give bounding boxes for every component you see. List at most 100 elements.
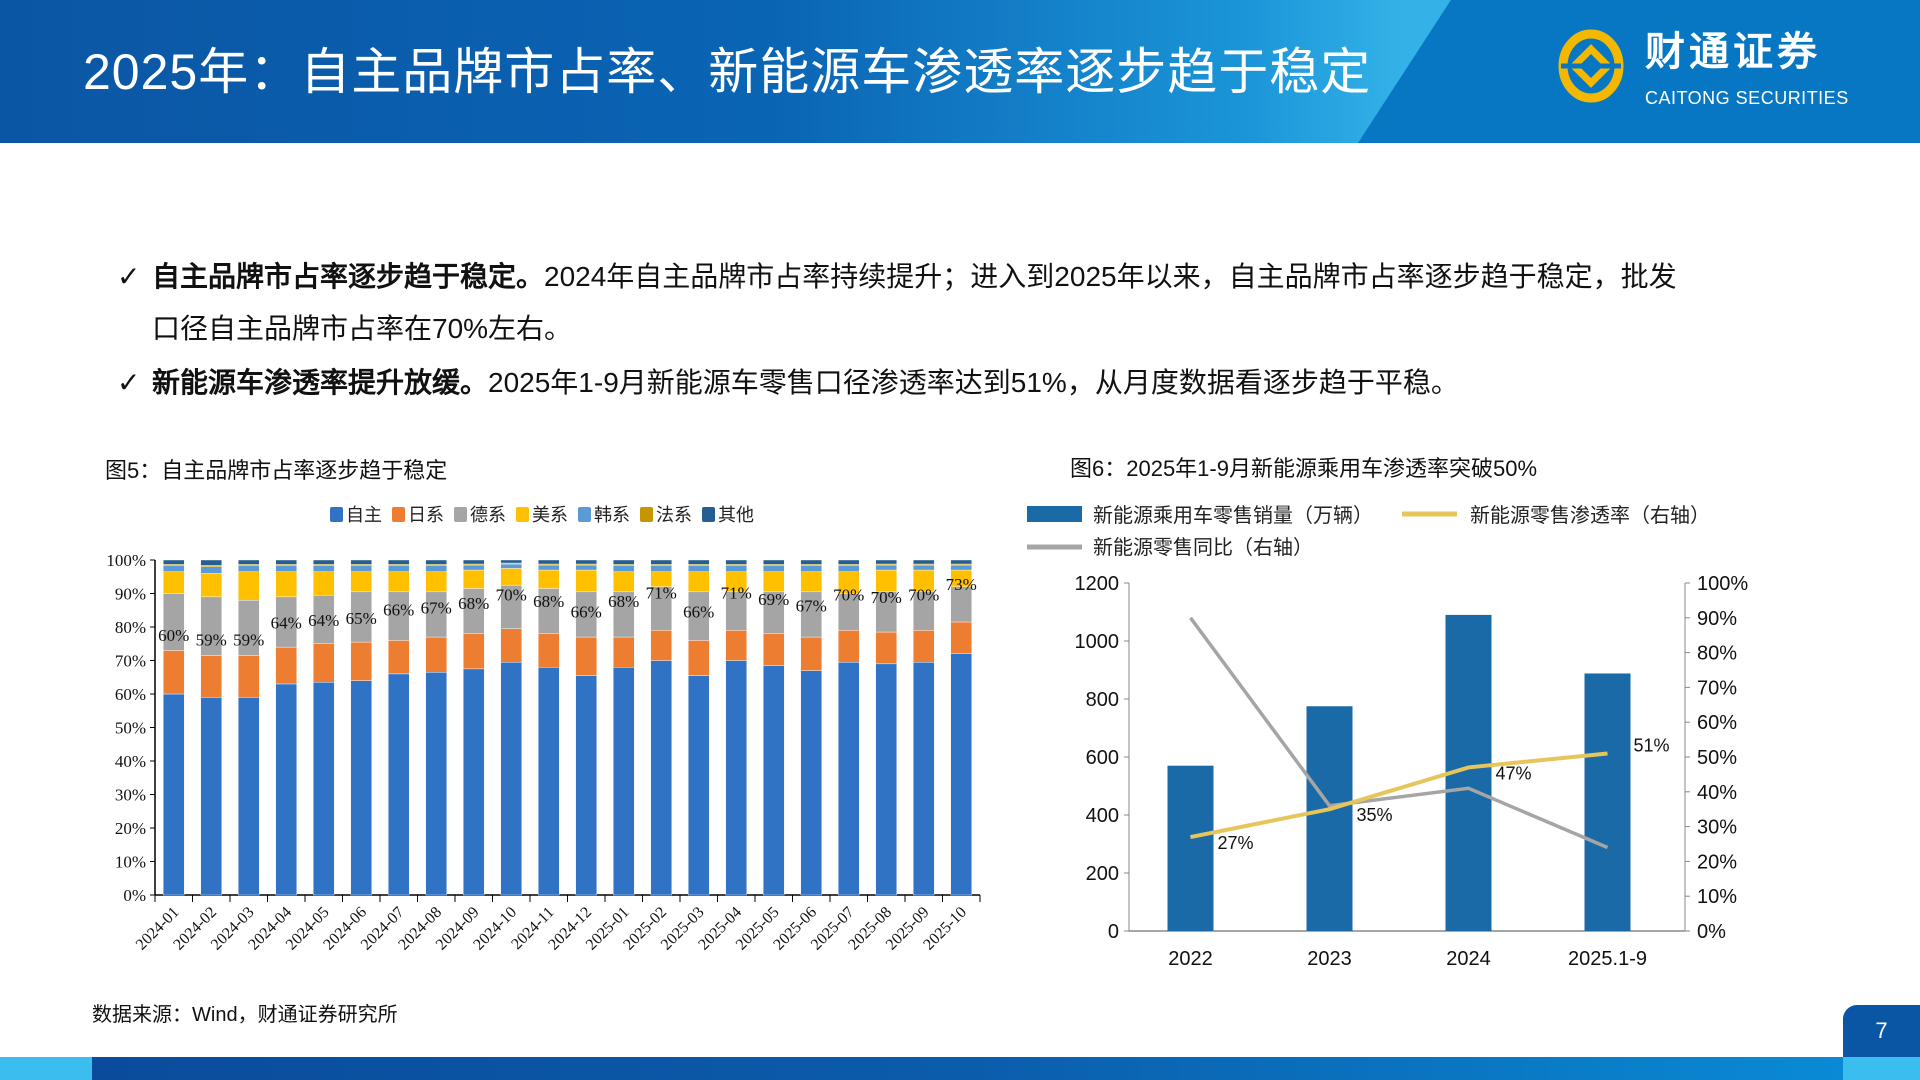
data-label: 71% (721, 584, 752, 603)
logo-emblem-icon (1558, 29, 1624, 103)
legend-label: 法系 (656, 505, 692, 525)
bar-segment-韩系 (463, 564, 485, 571)
bar-segment-日系 (650, 630, 672, 661)
y-tick-label-right: 80% (1697, 643, 1737, 665)
y-tick-label-right: 30% (1697, 817, 1737, 839)
legend-swatch-其他 (702, 507, 715, 522)
bar-segment-美系 (275, 571, 297, 598)
y-tick-label-right: 20% (1697, 851, 1737, 873)
bar-segment-法系 (275, 564, 297, 566)
data-label: 70% (833, 586, 864, 605)
bar-segment-其他 (950, 559, 972, 565)
logo-cn-text: 财通证券 (1645, 28, 1821, 75)
bar-segment-韩系 (538, 564, 560, 571)
y-tick-label-left: 200 (1086, 863, 1119, 885)
bar-segment-美系 (613, 571, 635, 593)
bar-segment-自主 (650, 660, 672, 896)
bar-segment-自主 (538, 667, 560, 896)
y-tick-label-left: 800 (1086, 689, 1119, 711)
data-label: 67% (421, 598, 452, 617)
bar (1167, 765, 1214, 931)
y-tick-label: 80% (115, 618, 146, 637)
line-series-新能源零售同比（右轴） (1189, 616, 1609, 850)
bar-segment-法系 (838, 564, 860, 566)
bar-segment-自主 (725, 660, 747, 896)
y-tick-label: 50% (115, 719, 146, 738)
data-label: 66% (383, 601, 414, 620)
bar-segment-美系 (388, 571, 410, 593)
data-label: 65% (346, 609, 377, 628)
checkmark-icon: ✓ (117, 367, 141, 398)
bar-segment-韩系 (388, 565, 410, 572)
legend-swatch-日系 (392, 507, 405, 522)
data-label: 59% (233, 630, 264, 649)
bar-segment-日系 (725, 630, 747, 661)
legend-swatch-自主 (330, 507, 343, 522)
bar-segment-韩系 (238, 565, 260, 572)
bullet-heading: 新能源车渗透率提升放缓。 (152, 367, 489, 398)
bar-segment-日系 (688, 640, 710, 676)
footer-bar (0, 1057, 1920, 1080)
legend-label: 日系 (408, 505, 444, 525)
bar-segment-其他 (425, 559, 447, 565)
bar-segment-韩系 (838, 565, 860, 572)
bar-segment-法系 (238, 564, 260, 566)
bar-segment-自主 (950, 653, 972, 896)
bar-segment-法系 (163, 564, 185, 566)
bar-segment-法系 (313, 564, 335, 566)
bar (1584, 673, 1631, 931)
bar-segment-日系 (950, 621, 972, 654)
bar-segment-美系 (463, 569, 485, 589)
line-data-label: 27% (1218, 833, 1254, 853)
legend-swatch-美系 (516, 507, 529, 522)
y-tick-label: 0% (123, 886, 146, 905)
line-data-label: 51% (1634, 736, 1670, 756)
bar-segment-韩系 (575, 564, 597, 571)
figure6-title: 图6：2025年1-9月新能源乘用车渗透率突破50% (1070, 456, 1538, 481)
legend-label: 新能源乘用车零售销量（万辆） (1093, 504, 1373, 527)
bar-segment-其他 (875, 559, 897, 565)
bar-segment-韩系 (275, 565, 297, 572)
bar-segment-韩系 (313, 565, 335, 572)
bar-segment-自主 (200, 697, 222, 896)
legend-swatch-德系 (454, 507, 467, 522)
bar-segment-自主 (163, 693, 185, 896)
bar-segment-其他 (238, 559, 260, 565)
data-label: 70% (871, 588, 902, 607)
bar-segment-日系 (163, 650, 185, 695)
bar-segment-美系 (313, 571, 335, 596)
data-label: 64% (308, 611, 339, 630)
y-tick-label-left: 1200 (1075, 573, 1120, 595)
bar-segment-自主 (613, 667, 635, 896)
legend-label: 德系 (470, 505, 506, 525)
data-label: 60% (158, 626, 189, 645)
figure5-title: 图5：自主品牌市占率逐步趋于稳定 (105, 458, 448, 483)
bullet-heading: 自主品牌市占率逐步趋于稳定。 (152, 261, 545, 292)
y-tick-label-left: 1000 (1075, 631, 1120, 653)
bar-segment-韩系 (800, 565, 822, 572)
x-tick-label: 2025.1-9 (1568, 948, 1647, 970)
data-source: 数据来源：Wind，财通证券研究所 (92, 1004, 398, 1026)
bar-segment-其他 (575, 559, 597, 565)
bar-segment-自主 (838, 661, 860, 896)
bar-segment-日系 (913, 630, 935, 663)
y-tick-label: 90% (115, 585, 146, 604)
x-tick-label: 2023 (1307, 948, 1352, 970)
bar-segment-美系 (763, 571, 785, 593)
bar-segment-法系 (200, 565, 222, 567)
bar-segment-日系 (200, 655, 222, 698)
y-tick-label-right: 50% (1697, 747, 1737, 769)
bar-segment-其他 (350, 559, 372, 565)
data-label: 64% (271, 613, 302, 632)
bar-segment-其他 (763, 559, 785, 565)
bar-segment-美系 (500, 568, 522, 586)
bar-segment-韩系 (425, 565, 447, 572)
y-tick-label: 60% (115, 685, 146, 704)
bar-segment-其他 (838, 559, 860, 565)
bar-segment-日系 (875, 631, 897, 665)
data-label: 68% (533, 592, 564, 611)
bar-segment-韩系 (950, 564, 972, 571)
bar-segment-日系 (613, 636, 635, 668)
legend-label: 自主 (346, 505, 382, 525)
